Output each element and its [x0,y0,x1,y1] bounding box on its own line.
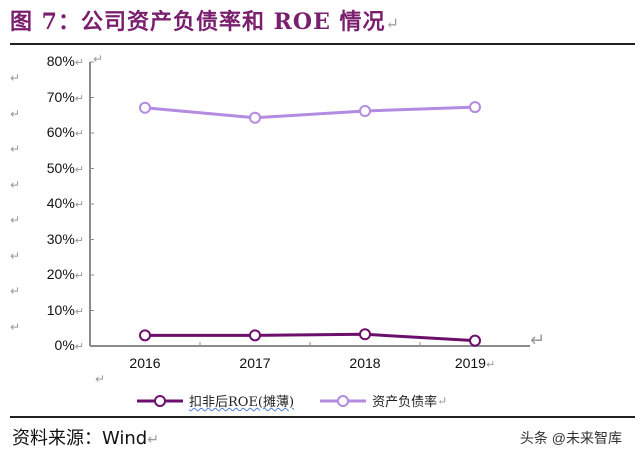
y-tick-label: 20%↵ [46,266,84,282]
data-point-marker [469,101,481,114]
y-tick-label: 70%↵ [46,88,84,105]
x-tick-label: 2017 [239,355,271,371]
x-tick-label: 2019↵ [454,355,496,371]
top-rule [10,43,635,45]
chart-legend: 扣非后ROE(摊薄) 资产负债率 ↵ [137,391,473,410]
data-point-marker [139,101,151,114]
legend-swatch-debt-ratio-icon [320,394,367,407]
data-point-marker [249,329,261,342]
y-tick-label: 10%↵ [46,301,84,318]
bottom-rule [10,416,635,418]
y-tick-label: 50%↵ [46,159,84,176]
y-tick-label: 0%↵ [54,337,84,353]
data-point-marker [359,104,371,117]
series-line-0 [145,332,476,343]
y-tick-label: 60%↵ [46,124,84,140]
y-tick-label: 40%↵ [46,195,84,211]
legend-label-roe: 扣非后ROE(摊薄) [189,395,295,410]
legend-label-debt-ratio: 资产负债率 [372,395,438,410]
data-point-marker [249,111,261,124]
y-tick-label: 80%↵ [46,53,84,69]
data-point-marker [359,328,371,341]
source-note: 资料来源：Wind↵ [12,428,159,449]
x-tick-label: 2018 [349,355,381,371]
series-line-1 [144,105,476,120]
y-tick-label: 30%↵ [46,230,84,247]
x-tick-label: 2016 [129,355,161,371]
legend-item-debt-ratio: 资产负债率 ↵ [320,391,447,410]
legend-item-roe: 扣非后ROE(摊薄) [137,391,294,410]
figure-title: 图 7：公司资产负债率和 ROE 情况↵ [10,9,400,35]
watermark: 头条 @未来智库 [519,430,622,446]
data-point-marker [139,329,151,342]
legend-swatch-roe-icon [137,394,183,407]
data-point-marker [469,334,481,347]
